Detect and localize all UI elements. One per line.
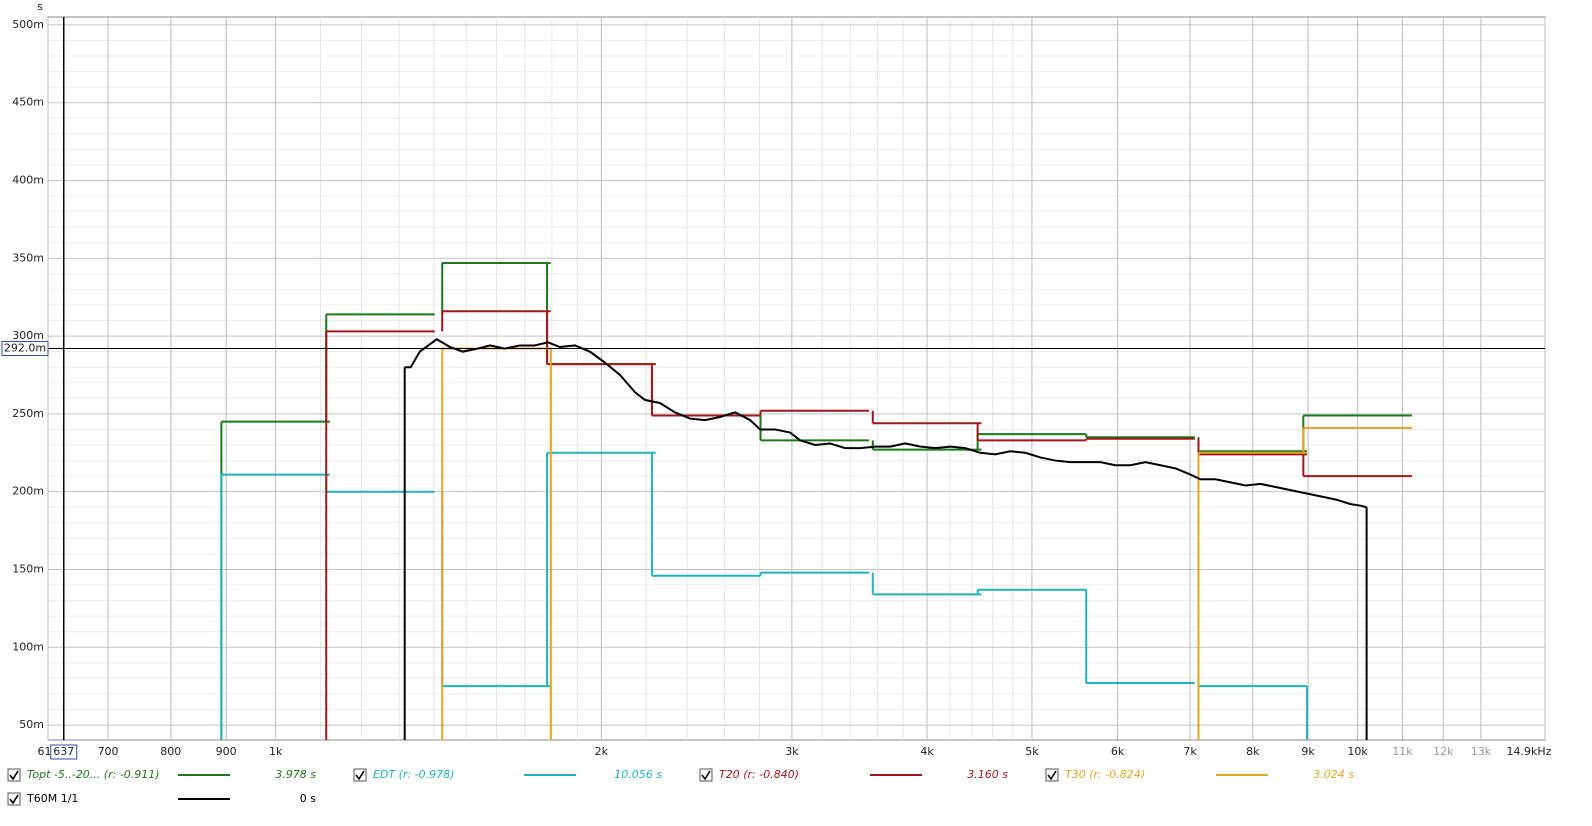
legend-value: 3.978 s bbox=[275, 768, 316, 781]
x-tick-label: 2k bbox=[595, 745, 609, 758]
y-tick-label: 200m bbox=[12, 485, 44, 498]
y-tick-label: 150m bbox=[12, 562, 44, 575]
legend-checkbox[interactable] bbox=[1045, 768, 1059, 782]
legend-checkbox[interactable] bbox=[7, 792, 21, 806]
cursor-label-box bbox=[1, 341, 49, 357]
y-tick-label: 500m bbox=[12, 18, 44, 31]
x-tick-label: 12k bbox=[1433, 745, 1454, 758]
legend-entry: T20 (r: -0.840) 3.160 s bbox=[699, 768, 1008, 782]
plot-area bbox=[47, 16, 1546, 741]
x-tick-label: 6k bbox=[1111, 745, 1125, 758]
checkmark bbox=[1047, 770, 1057, 781]
cursor-y-label: 292.0m bbox=[4, 342, 46, 355]
checkmark bbox=[9, 770, 19, 781]
legend-value: 0 s bbox=[300, 792, 316, 805]
legend-label: Topt -5..-20... (r: -0.911) bbox=[27, 768, 160, 781]
x-tick-label: 7k bbox=[1183, 745, 1197, 758]
checkmark bbox=[355, 770, 365, 781]
x-tick-label: 11k bbox=[1392, 745, 1413, 758]
legend-label: T20 (r: -0.840) bbox=[719, 768, 799, 781]
y-tick-label: 250m bbox=[12, 407, 44, 420]
overlay: 292.0m 637 bbox=[1, 17, 1545, 760]
checkmark bbox=[701, 770, 711, 781]
legend-label: T60M 1/1 bbox=[26, 792, 78, 805]
y-tick-label: 300m bbox=[12, 329, 44, 342]
legend-checkbox[interactable] bbox=[7, 768, 21, 782]
x-tick-label: 1k bbox=[269, 745, 283, 758]
checkmark bbox=[9, 794, 19, 805]
series-layer bbox=[220, 261, 1412, 740]
x-tick-label: 900 bbox=[216, 745, 237, 758]
y-tick-label: 100m bbox=[12, 640, 44, 653]
x-tick-label: 8k bbox=[1246, 745, 1260, 758]
x-tick-label: 4k bbox=[920, 745, 934, 758]
cursor-x-label: 637 bbox=[53, 745, 74, 758]
legend-entry: EDT (r: -0.978) 10.056 s bbox=[353, 768, 662, 782]
x-tick-label: 9k bbox=[1301, 745, 1315, 758]
grid: 50m 100m 150m 200m 250m 300m 350m 400m 450m 500m 6… bbox=[12, 17, 1552, 758]
y-unit: s bbox=[37, 0, 43, 13]
legend-entry: T30 (r: -0.824) 3.024 s bbox=[1045, 768, 1354, 782]
x-tick-label: 3k bbox=[785, 745, 799, 758]
x-tick-label: 800 bbox=[160, 745, 181, 758]
x-tick-label: 10k bbox=[1347, 745, 1368, 758]
curve bbox=[404, 338, 1367, 509]
legend-entry: Topt -5..-20... (r: -0.911) 3.978 s bbox=[7, 768, 316, 782]
y-tick-label: 400m bbox=[12, 174, 44, 187]
x-tick-label: 14.9kHz bbox=[1507, 745, 1552, 758]
cursor-label-box bbox=[50, 744, 78, 760]
legend-label: T30 (r: -0.824) bbox=[1065, 768, 1145, 781]
y-tick-label: 50m bbox=[19, 718, 44, 731]
x-tick-label: 5k bbox=[1025, 745, 1039, 758]
legend-value: 10.056 s bbox=[614, 768, 662, 781]
legend-value: 3.024 s bbox=[1313, 768, 1354, 781]
legend-value: 3.160 s bbox=[967, 768, 1008, 781]
x-tick-label: 700 bbox=[98, 745, 119, 758]
y-tick-label: 350m bbox=[12, 251, 44, 264]
legend-label: EDT (r: -0.978) bbox=[373, 768, 454, 781]
y-tick-label: 450m bbox=[12, 96, 44, 109]
legend-entry: T60M 1/1 0 s bbox=[7, 792, 316, 806]
legend-checkbox[interactable] bbox=[699, 768, 713, 782]
x-tick-label: 13k bbox=[1471, 745, 1492, 758]
legend-checkbox[interactable] bbox=[353, 768, 367, 782]
